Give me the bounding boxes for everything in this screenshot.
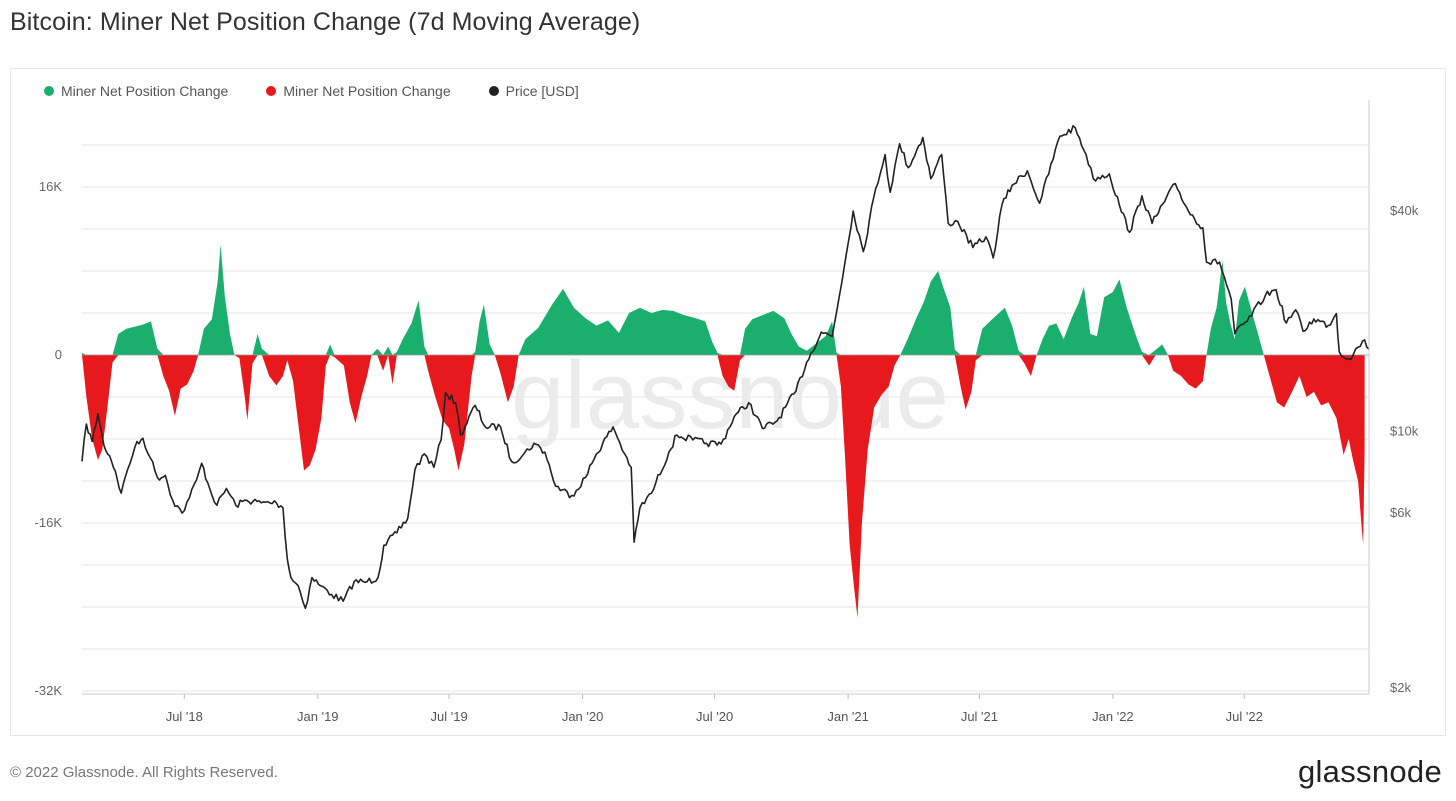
glassnode-logo: glassnode: [1297, 754, 1442, 789]
left-tick-label: -16K: [35, 515, 63, 530]
right-axis-ticks: $40k $10k $6k $2k: [1390, 203, 1419, 695]
chart-panel: [10, 68, 1446, 736]
left-tick-label: -32K: [35, 683, 63, 698]
x-tick-label: Jan '19: [297, 709, 339, 724]
legend-item-negative[interactable]: Miner Net Position Change: [266, 83, 451, 99]
legend-label-price: Price [USD]: [505, 83, 579, 99]
legend-swatch-negative: [266, 86, 277, 96]
legend-item-positive[interactable]: Miner Net Position Change: [44, 83, 228, 99]
x-tick-label: Jul '21: [961, 709, 998, 724]
right-tick-label: $6k: [1390, 505, 1411, 520]
legend-label-positive: Miner Net Position Change: [61, 83, 229, 99]
chart-title: Bitcoin: Miner Net Position Change (7d M…: [10, 8, 641, 36]
left-tick-label: 16K: [39, 179, 62, 194]
copyright-text: © 2022 Glassnode. All Rights Reserved.: [10, 764, 278, 781]
x-tick-label: Jul '19: [431, 709, 468, 724]
legend-swatch-price: [488, 86, 499, 96]
x-tick-label: Jul '22: [1226, 709, 1263, 724]
legend-swatch-positive: [44, 86, 54, 96]
legend-item-price[interactable]: Price [USD]: [488, 83, 579, 99]
right-tick-label: $10k: [1390, 424, 1419, 439]
x-tick-label: Jan '20: [562, 709, 604, 724]
net-position-positive-area: [82, 244, 1365, 355]
legend-label-negative: Miner Net Position Change: [283, 83, 451, 99]
x-tick-label: Jul '20: [696, 709, 733, 724]
x-tick-label: Jan '21: [827, 709, 869, 724]
right-tick-label: $2k: [1390, 680, 1411, 695]
gridlines: [82, 144, 1369, 692]
x-axis-ticks: Jul '18 Jan '19 Jul '19 Jan '20 Jul '20 Jan '…: [166, 694, 1263, 724]
x-tick-label: Jul '18: [166, 709, 203, 724]
left-axis-ticks: 16K 0 -16K -32K: [35, 179, 63, 698]
left-tick-label: 0: [55, 347, 62, 362]
x-tick-label: Jan '22: [1092, 709, 1134, 724]
right-tick-label: $40k: [1390, 203, 1419, 218]
price-line: [81, 125, 1370, 610]
chart-legend: Miner Net Position Change Miner Net Posi…: [44, 83, 579, 99]
